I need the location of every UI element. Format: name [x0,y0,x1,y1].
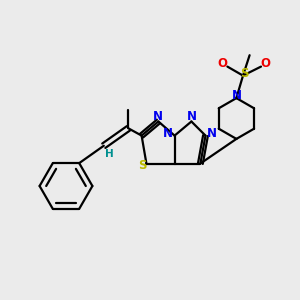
Text: O: O [261,56,271,70]
Text: H: H [105,149,114,159]
Text: O: O [218,56,228,70]
Text: N: N [163,127,173,140]
Text: N: N [153,110,163,123]
Text: S: S [139,159,147,172]
Text: S: S [240,67,249,80]
Text: N: N [231,89,242,102]
Text: N: N [207,127,217,140]
Text: N: N [187,110,197,123]
